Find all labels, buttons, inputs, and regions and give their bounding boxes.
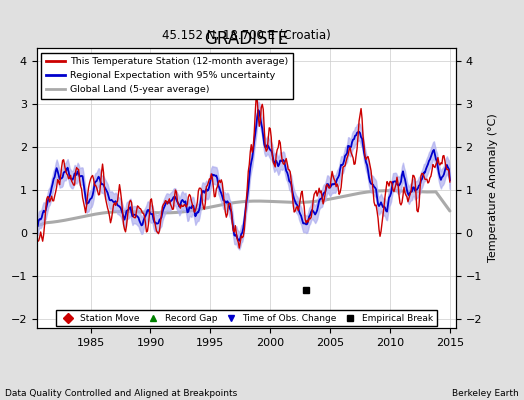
Text: 45.152 N, 18.700 E (Croatia): 45.152 N, 18.700 E (Croatia) [162,29,331,42]
Text: Berkeley Earth: Berkeley Earth [452,389,519,398]
Legend: Station Move, Record Gap, Time of Obs. Change, Empirical Break: Station Move, Record Gap, Time of Obs. C… [56,310,437,326]
Text: Data Quality Controlled and Aligned at Breakpoints: Data Quality Controlled and Aligned at B… [5,389,237,398]
Y-axis label: Temperature Anomaly (°C): Temperature Anomaly (°C) [488,114,498,262]
Title: GRADISTE: GRADISTE [204,30,288,48]
